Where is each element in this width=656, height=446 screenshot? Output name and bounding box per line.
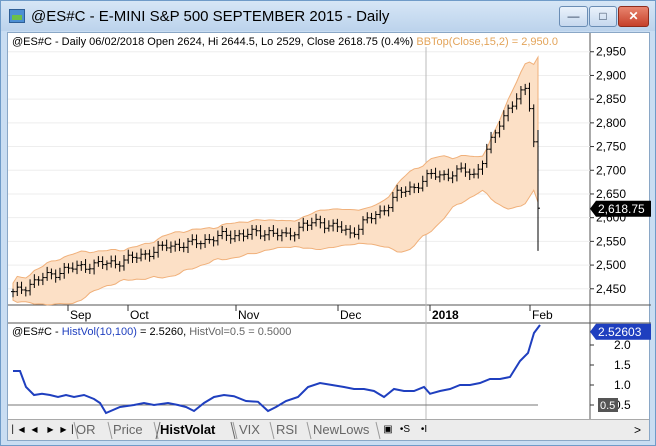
price-tick-label: 2,750 [596,140,626,154]
bollinger-band [12,55,539,306]
time-label: Sep [70,308,92,322]
hist-vol-pane: 2.0 1.5 1.0 0.50.5 2.52603 [8,323,651,415]
vol-tick-label: 1.5 [614,358,631,372]
nav-first-icon[interactable]: ▏◀ [12,425,25,434]
lock-icon[interactable]: ▣ [383,424,393,435]
tab-partial[interactable]: OR [76,422,96,437]
last-price-label: 2,618.75 [590,200,651,217]
price-tick-label: 2,900 [596,68,626,82]
vol-tick-label: 2.0 [614,338,631,352]
hist-vol-line [13,324,541,415]
hist-vol-legend-line: HistVol=0.5 = 0.5000 [189,326,292,338]
price-tick-label: 2,800 [596,116,626,130]
tab-vix[interactable]: VIX [239,422,260,437]
close-button[interactable]: ✕ [618,6,649,27]
vol-last-label: 2.52603 [590,323,651,340]
app-icon [9,9,25,23]
price-tick-label: 2,550 [596,234,626,248]
tab-price[interactable]: Price [113,422,143,437]
time-label: 2018 [432,308,459,322]
vol-tick-label: 1.0 [614,378,631,392]
price-tick-label: 2,850 [596,92,626,106]
vol-reference-text: 0.5 [600,400,615,412]
tab-histvolat[interactable]: HistVolat [160,422,216,437]
tab-newlows[interactable]: NewLows [313,422,370,437]
i-button[interactable]: •I [420,424,428,435]
vol-reference-label: 0.5 [598,398,618,412]
chart-area[interactable]: 2,950 2,900 2,850 2,800 2,750 2,700 2,650 2,600… [7,32,651,441]
maximize-button[interactable]: □ [589,6,617,27]
price-tick-label: 2,950 [596,45,626,59]
time-label: Dec [340,308,361,322]
price-tick-label: 2,650 [596,187,626,201]
minimize-button[interactable]: — [559,6,588,27]
price-pane: 2,9502,9002,8502,8002,7502,7002,6502,600… [8,33,651,419]
last-price-text: 2,618.75 [598,202,645,216]
vol-last-text: 2.52603 [598,325,642,339]
time-label: Feb [532,308,553,322]
hist-vol-legend: @ES#C - HistVol(10,100) = 2.5260, HistVo… [12,326,291,338]
nav-next-icon[interactable]: ▶ [47,425,54,434]
scroll-right-icon[interactable]: > [633,423,641,437]
time-label: Oct [130,308,149,322]
tab-bar: ▏◀ ◀ ▶ ▶▕ OR Price HistVolat VIX RSI New… [8,419,649,440]
price-legend: @ES#C - Daily 06/02/2018 Open 2624, Hi 2… [12,36,558,48]
vol-tick-label: 0.5 [614,398,631,412]
price-legend-text: @ES#C - Daily 06/02/2018 Open 2624, Hi 2… [12,36,417,48]
time-label: Nov [238,308,259,322]
price-tick-label: 2,450 [596,282,626,296]
price-tick-label: 2,700 [596,163,626,177]
hist-vol-legend-prefix: @ES#C - [12,326,62,338]
nav-prev-icon[interactable]: ◀ [31,425,38,434]
hist-vol-legend-value: = 2.5260, [136,326,190,338]
tab-rsi[interactable]: RSI [276,422,298,437]
hist-vol-legend-name: HistVol(10,100) [61,326,137,338]
chart-canvas[interactable]: 2,9502,9002,8502,8002,7502,7002,6502,600… [8,33,651,419]
s-button[interactable]: •S [399,424,411,435]
title-bar[interactable]: @ES#C - E-MINI S&P 500 SEPTEMBER 2015 - … [1,1,655,31]
nav-last-icon[interactable]: ▶▕ [60,425,73,434]
window-title: @ES#C - E-MINI S&P 500 SEPTEMBER 2015 - … [31,8,390,25]
price-tick-label: 2,500 [596,258,626,272]
bbtop-legend: BBTop(Close,15,2) = 2,950.0 [416,36,558,48]
